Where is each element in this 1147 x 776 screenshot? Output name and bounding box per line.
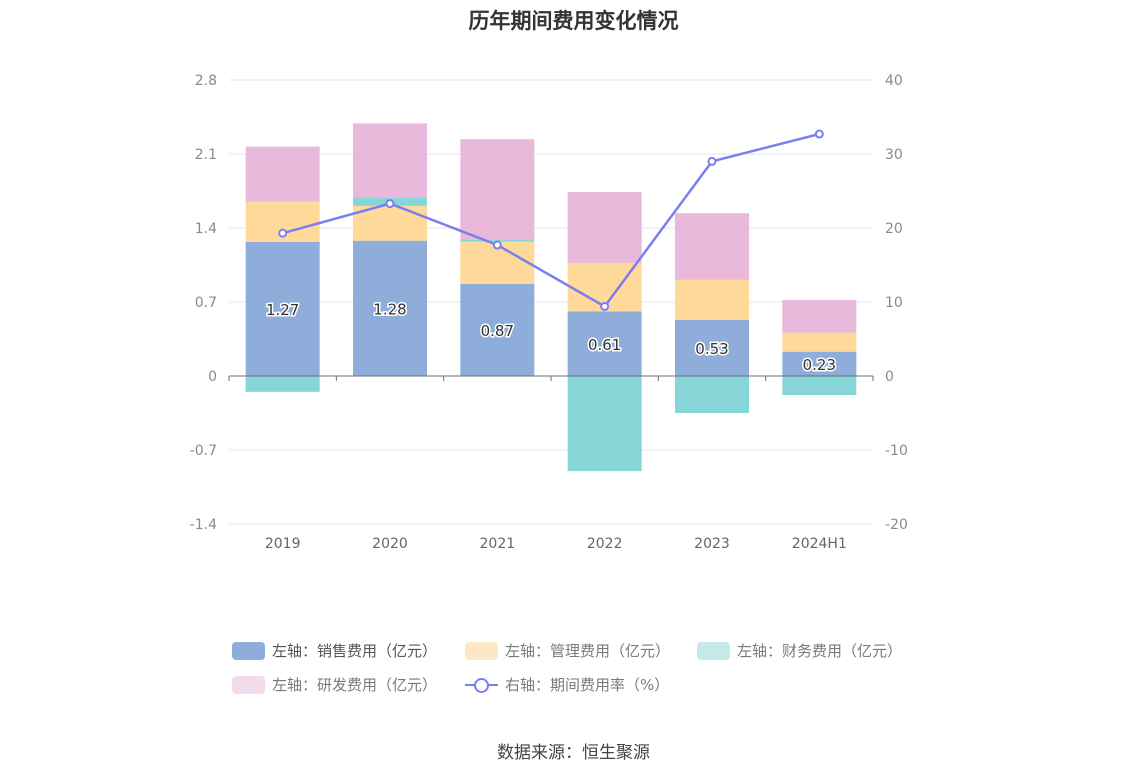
chart-area: 2.8 40 2.1 30 1.4 20 0.7 10 0 0 -0.7 -10 -1.4 -20 2019… bbox=[190, 73, 908, 552]
right-axis-tick-label: -20 bbox=[885, 517, 908, 533]
expense-rate-point-2023 bbox=[707, 156, 717, 166]
legend-item-sales[interactable]: 左轴：销售费用（亿元） bbox=[232, 640, 437, 661]
gridlines bbox=[229, 79, 873, 525]
expense-rate-point-2019 bbox=[278, 228, 288, 238]
data-label: 1.27 bbox=[266, 301, 299, 319]
bar-2-2023 bbox=[675, 376, 749, 413]
expense-rate-point-2024H1 bbox=[814, 129, 824, 139]
bar-2-2024H1 bbox=[782, 376, 857, 396]
bar-0-2020 bbox=[353, 240, 427, 376]
chart-title: 历年期间费用变化情况 bbox=[468, 9, 679, 33]
legend-item-rnd[interactable]: 左轴：研发费用（亿元） bbox=[232, 674, 437, 695]
bar-0-2022 bbox=[567, 311, 642, 376]
expense-rate-line bbox=[282, 132, 820, 309]
expense-rate-point-2021 bbox=[492, 240, 502, 250]
legend-item-admin[interactable]: 左轴：管理费用（亿元） bbox=[465, 640, 670, 661]
bar-0-2019 bbox=[245, 241, 320, 376]
x-axis-label: 2024H1 bbox=[792, 536, 847, 552]
expense-rate-point-2022 bbox=[600, 301, 610, 311]
right-axis-tick-label: 30 bbox=[885, 147, 903, 163]
left-axis-tick-label: 0.7 bbox=[195, 295, 217, 311]
legend-label-finance: 左轴：财务费用（亿元） bbox=[737, 642, 903, 660]
legend-swatch-admin bbox=[465, 641, 498, 660]
right-axis-tick-label: -10 bbox=[885, 443, 908, 459]
left-axis-tick-label: 0 bbox=[208, 369, 217, 385]
right-axis-tick-label: 20 bbox=[885, 221, 903, 237]
legend-label-rnd: 左轴：研发费用（亿元） bbox=[272, 676, 438, 694]
right-axis-tick-label: 0 bbox=[885, 369, 894, 385]
bar-series bbox=[245, 123, 857, 472]
bar-3-2024H1 bbox=[782, 299, 857, 333]
data-source: 数据来源：恒生聚源 bbox=[497, 743, 650, 763]
x-axis-label: 2021 bbox=[480, 536, 516, 552]
data-label: 0.53 bbox=[695, 340, 728, 358]
data-label: 0.87 bbox=[481, 322, 514, 340]
expense-rate-point-2020 bbox=[385, 199, 395, 209]
axes: 2.8 40 2.1 30 1.4 20 0.7 10 0 0 -0.7 -10 -1.4 -20 2019… bbox=[190, 73, 908, 552]
bar-3-2023 bbox=[675, 213, 749, 280]
x-axis-label: 2019 bbox=[265, 536, 301, 552]
left-axis-tick-label: 1.4 bbox=[195, 221, 217, 237]
bar-2-2019 bbox=[245, 376, 320, 392]
data-label: 1.28 bbox=[373, 300, 406, 318]
data-label: 0.23 bbox=[803, 356, 836, 374]
left-axis-tick-label: 2.8 bbox=[195, 73, 217, 89]
bar-2-2022 bbox=[567, 376, 642, 472]
x-axis-label: 2020 bbox=[372, 536, 408, 552]
line-series bbox=[278, 129, 824, 311]
x-axis-label: 2023 bbox=[694, 536, 730, 552]
legend-label-sales: 左轴：销售费用（亿元） bbox=[272, 642, 438, 660]
legend-item-expense-rate[interactable]: 右轴：期间费用率（%） bbox=[465, 674, 669, 695]
legend-swatch-rnd bbox=[232, 675, 265, 694]
bar-0-2021 bbox=[460, 284, 535, 376]
right-axis-tick-label: 10 bbox=[885, 295, 903, 311]
legend-label-admin: 左轴：管理费用（亿元） bbox=[505, 642, 671, 660]
bar-3-2022 bbox=[567, 192, 642, 263]
data-label: 0.61 bbox=[588, 336, 621, 354]
x-axis-label: 2022 bbox=[587, 536, 623, 552]
data-labels: 1.27 1.28 0.87 0.61 0.53 0.23 bbox=[264, 299, 837, 376]
right-axis-tick-label: 40 bbox=[885, 73, 903, 89]
bar-0-2023 bbox=[675, 319, 749, 376]
bar-1-2024H1 bbox=[782, 332, 857, 352]
bar-1-2023 bbox=[675, 279, 749, 320]
left-axis-tick-label: -0.7 bbox=[190, 443, 217, 459]
legend-swatch-sales bbox=[232, 641, 265, 660]
left-axis-tick-label: 2.1 bbox=[195, 147, 217, 163]
left-axis-tick-label: -1.4 bbox=[190, 517, 217, 533]
bar-3-2020 bbox=[353, 123, 427, 198]
legend-label-expense-rate: 右轴：期间费用率（%） bbox=[505, 676, 670, 694]
bar-0-2024H1 bbox=[782, 351, 857, 376]
legend-item-finance[interactable]: 左轴：财务费用（亿元） bbox=[697, 640, 902, 661]
bar-3-2021 bbox=[460, 139, 535, 240]
legend-swatch-finance bbox=[697, 641, 730, 660]
bar-3-2019 bbox=[245, 146, 320, 202]
legend-line-icon bbox=[465, 676, 498, 694]
